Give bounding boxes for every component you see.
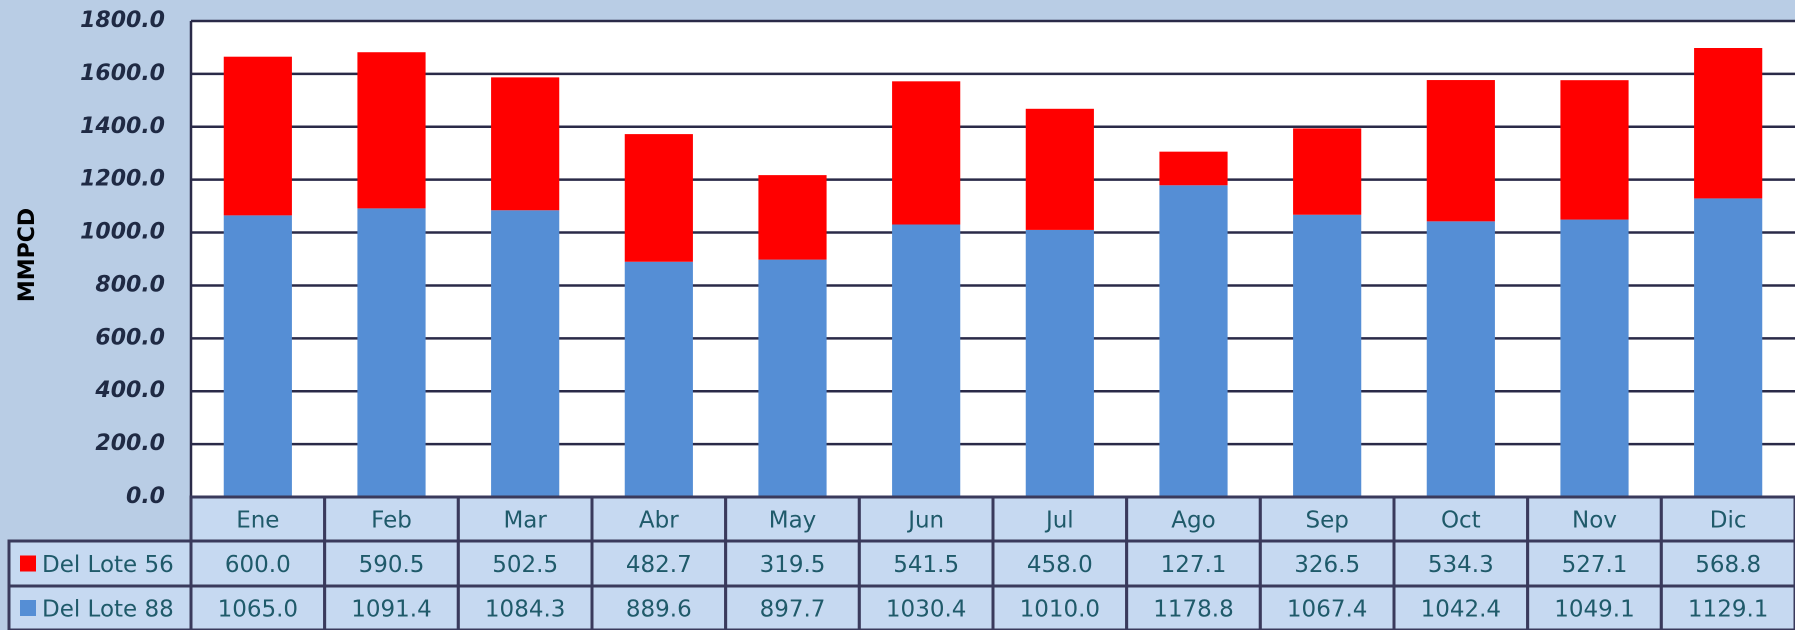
bar-segment	[1426, 221, 1495, 497]
table-value: 1067.4	[1287, 597, 1367, 623]
table-value: 482.7	[626, 552, 692, 578]
table-value: 1030.4	[886, 597, 966, 623]
table-cell	[323, 539, 460, 588]
y-tick-label: 1400.0	[80, 114, 165, 139]
table-value: 889.6	[626, 597, 692, 623]
table-cell	[857, 584, 995, 630]
bar-segment	[1025, 108, 1094, 230]
table-cell	[1526, 495, 1663, 543]
category-label: Sep	[1305, 508, 1348, 534]
y-tick-label: 1200.0	[80, 167, 165, 192]
bar-segment	[1025, 229, 1094, 497]
bar-segment	[1694, 198, 1763, 497]
y-tick-label: 1800.0	[80, 8, 165, 33]
table-value: 568.8	[1695, 552, 1761, 578]
legend-swatch	[20, 600, 36, 616]
legend-label: Del Lote 88	[42, 597, 174, 623]
legend-label: Del Lote 56	[42, 552, 174, 578]
bar-segment	[758, 175, 827, 260]
category-label: Oct	[1441, 508, 1481, 534]
category-label: Feb	[371, 508, 412, 534]
table-cell	[991, 539, 1129, 588]
bar-segment	[624, 134, 693, 262]
category-label: May	[769, 508, 817, 534]
bar-segment	[892, 81, 961, 225]
table-value: 1178.8	[1153, 597, 1233, 623]
table-cell	[1392, 539, 1530, 588]
bar-segment	[758, 259, 827, 497]
category-label: Jul	[1044, 508, 1074, 534]
bar-segment	[1694, 47, 1763, 199]
table-value: 897.7	[760, 597, 826, 623]
category-label: Abr	[639, 508, 679, 534]
bar-segment	[1159, 185, 1228, 497]
table-cell	[857, 495, 995, 543]
table-value: 319.5	[760, 552, 826, 578]
table-cell	[1659, 584, 1795, 630]
bar-segment	[1293, 214, 1362, 497]
table-value: 1129.1	[1688, 597, 1768, 623]
bar-segment	[1560, 80, 1629, 220]
table-value: 502.5	[492, 552, 558, 578]
bar-segment	[491, 210, 560, 498]
legend-swatch	[20, 555, 36, 572]
table-cell	[857, 539, 995, 588]
bar-segment	[1560, 219, 1629, 497]
category-label: Mar	[503, 508, 547, 534]
y-tick-label: 1600.0	[80, 61, 165, 86]
bar-segment	[1293, 128, 1362, 215]
y-tick-label: 800.0	[95, 272, 165, 297]
category-label: Ene	[236, 508, 279, 534]
bar-segment	[892, 224, 961, 497]
y-axis-label: MMPCD	[15, 208, 40, 302]
table-cell	[590, 539, 728, 588]
category-label: Jun	[906, 508, 944, 534]
table-cell	[1659, 539, 1795, 588]
category-label: Nov	[1572, 508, 1617, 534]
bar-segment	[624, 261, 693, 497]
bar-segment	[357, 52, 426, 209]
legend-cell	[7, 584, 193, 630]
bar-segment	[223, 56, 292, 216]
plot-area	[191, 21, 1795, 497]
table-value: 1049.1	[1554, 597, 1634, 623]
category-label: Ago	[1171, 508, 1215, 534]
table-cell	[456, 584, 594, 630]
bar-segment	[1426, 80, 1495, 222]
table-value: 1091.4	[351, 597, 431, 623]
table-value: 527.1	[1562, 552, 1628, 578]
table-cell	[456, 539, 594, 588]
table-value: 1010.0	[1020, 597, 1100, 623]
table-value: 600.0	[225, 552, 291, 578]
table-cell	[1125, 539, 1262, 588]
bar-segment	[491, 77, 560, 211]
y-tick-label: 1000.0	[80, 220, 165, 245]
y-tick-label: 200.0	[95, 431, 165, 456]
bar-segment	[357, 208, 426, 498]
table-value: 1084.3	[485, 597, 565, 623]
table-value: 127.1	[1161, 552, 1227, 578]
bar-segment	[1159, 151, 1228, 186]
table-cell	[1659, 495, 1795, 543]
table-value: 1065.0	[218, 597, 298, 623]
table-value: 590.5	[359, 552, 425, 578]
table-cell	[1125, 495, 1262, 543]
table-value: 541.5	[893, 552, 959, 578]
table-value: 326.5	[1294, 552, 1360, 578]
category-label: Dic	[1710, 508, 1747, 534]
table-cell	[1125, 584, 1262, 630]
y-tick-label: 400.0	[94, 378, 165, 403]
bar-segment	[223, 215, 292, 497]
table-value: 534.3	[1428, 552, 1494, 578]
y-tick-label: 600.0	[95, 325, 165, 350]
table-value: 458.0	[1027, 552, 1093, 578]
y-tick-label: 0.0	[126, 484, 165, 509]
table-value: 1042.4	[1421, 597, 1501, 623]
